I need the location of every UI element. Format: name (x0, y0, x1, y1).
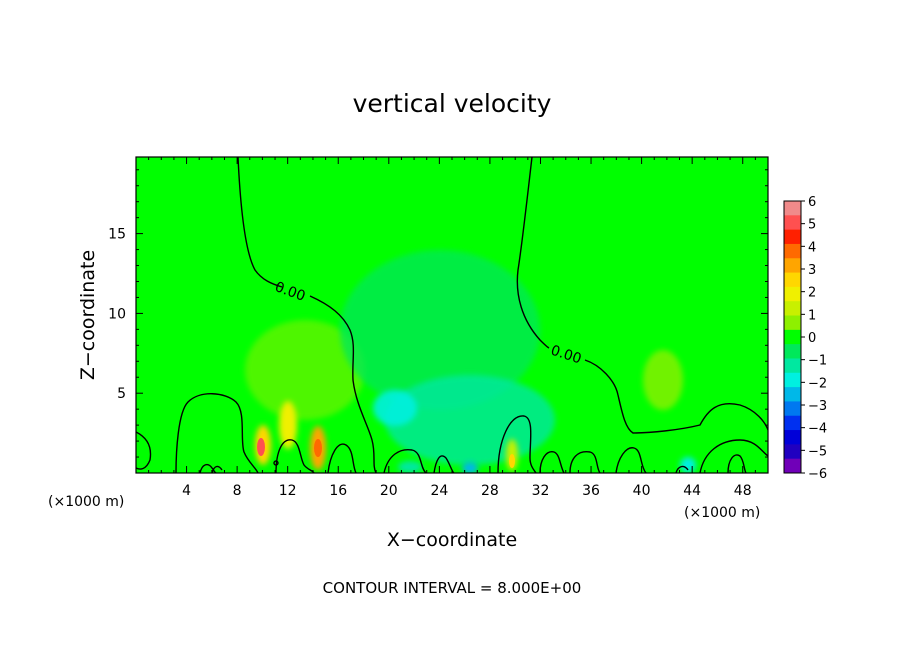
colorbar-swatch (784, 358, 801, 374)
colorbar-tick-label: 0 (808, 331, 816, 346)
colorbar-tick-label: −3 (808, 399, 827, 414)
colorbar-swatch (784, 458, 801, 474)
x-unit-left: (×1000 m) (48, 494, 124, 510)
region-downdraft-broad (340, 250, 540, 410)
x-axis-label: X−coordinate (387, 529, 517, 551)
colorbar-labels: 6 5 4 3 2 1 0 −1 −2 −3 −4 −5 −6 (801, 195, 827, 482)
colorbar-swatch (784, 344, 801, 359)
colorbar-swatch (784, 258, 801, 274)
colorbar-swatch (784, 315, 801, 331)
y-tick-label: 5 (117, 386, 126, 402)
y-axis-ticks: 5 10 15 (108, 169, 768, 458)
colorbar-swatch (784, 444, 801, 460)
colorbar-swatch (784, 401, 801, 417)
x-tick-label: 8 (233, 483, 242, 499)
colorbar-swatch (784, 215, 801, 231)
contour-bump-d (327, 443, 357, 473)
region-surface-down-20 (398, 461, 422, 473)
contour-bump-b (175, 393, 259, 473)
colorbar-tick-label: 1 (808, 308, 816, 323)
contour-bump-k (699, 439, 768, 473)
colorbar-tick-label: 2 (808, 286, 816, 301)
region-upper-updraft (245, 320, 365, 420)
colorbar-tick-label: −6 (808, 467, 827, 482)
colorbar-tick-label: 4 (808, 240, 816, 255)
region-downdraft-core (373, 390, 417, 426)
region-updraft-10 (257, 438, 265, 456)
region-surface-down-43 (680, 457, 696, 473)
colorbar-tick-label: −2 (808, 376, 827, 391)
colorbar-swatch (784, 243, 801, 259)
colorbar-swatch (784, 301, 801, 317)
colorbar-tick-label: 6 (808, 195, 816, 210)
region-updraft-12 (279, 401, 297, 449)
x-tick-label: 24 (430, 483, 448, 499)
colorbar-swatches (784, 201, 801, 474)
chart-title: vertical velocity (353, 89, 552, 118)
colorbar-tick-label: −4 (808, 422, 827, 437)
contour-bump-i (569, 451, 601, 473)
y-tick-label: 15 (108, 227, 126, 243)
colorbar: 6 5 4 3 2 1 0 −1 −2 −3 −4 −5 −6 (783, 195, 827, 482)
x-tick-label: 4 (182, 483, 191, 499)
colorbar-swatch (784, 372, 801, 388)
contour-bump-e (383, 448, 427, 473)
colorbar-swatch (784, 387, 801, 402)
colorbar-swatch (784, 201, 801, 216)
x-tick-label: 28 (481, 483, 499, 499)
region-updraft-30-core (509, 454, 515, 468)
colorbar-tick-label: −5 (808, 444, 827, 459)
colorbar-tick-label: −1 (808, 354, 827, 369)
x-tick-label: 16 (329, 483, 347, 499)
contour-bump-c (275, 439, 315, 473)
contour-tiny-b (211, 465, 223, 473)
contour-tiny-c (675, 465, 689, 473)
x-tick-label: 36 (582, 483, 600, 499)
contour-bump-l (727, 454, 747, 473)
colorbar-tick-label: 5 (808, 218, 816, 233)
region-surface-down-26 (462, 462, 478, 473)
region-updraft-14-core (314, 439, 322, 457)
x-tick-label: 32 (532, 483, 550, 499)
y-tick-label: 10 (108, 306, 126, 322)
region-east-updraft (643, 350, 683, 410)
x-tick-label: 44 (683, 483, 701, 499)
x-tick-label: 20 (380, 483, 398, 499)
contour-bump-a (136, 431, 152, 470)
y-axis-label: Z−coordinate (77, 250, 99, 380)
colorbar-swatch (784, 329, 801, 345)
contour-tiny-a (199, 463, 217, 473)
colorbar-swatch (784, 229, 801, 245)
colorbar-swatch (784, 286, 801, 302)
x-tick-label: 12 (279, 483, 297, 499)
contour-bump-g (497, 415, 537, 473)
colorbar-tick-label: 3 (808, 263, 816, 278)
contour-bump-j (615, 447, 647, 473)
x-axis-ticks: 4 8 12 16 20 24 28 32 36 40 44 48 (148, 157, 756, 499)
x-unit-right: (×1000 m) (684, 505, 760, 521)
velocity-field (136, 157, 768, 473)
colorbar-swatch (784, 415, 801, 431)
contour-dot (273, 460, 279, 466)
x-tick-label: 40 (633, 483, 651, 499)
contour-bump-h (539, 451, 565, 473)
colorbar-swatch (784, 430, 801, 445)
contour-right-zero (516, 157, 768, 434)
colorbar-swatch (784, 272, 801, 288)
x-tick-label: 48 (734, 483, 752, 499)
contour-left-zero (237, 157, 377, 473)
contour-interval-note: CONTOUR INTERVAL = 8.000E+00 (323, 579, 582, 597)
